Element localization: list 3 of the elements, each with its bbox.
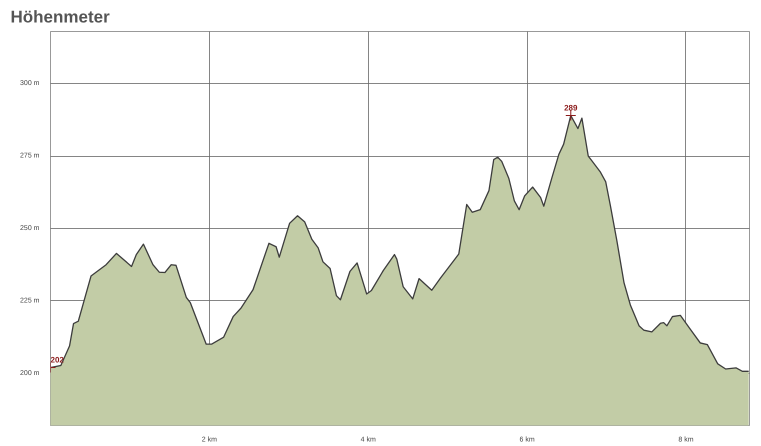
annotation: 289 [564, 104, 578, 113]
chart-title: Höhenmeter [10, 8, 110, 26]
annotation: 202 [50, 356, 64, 365]
